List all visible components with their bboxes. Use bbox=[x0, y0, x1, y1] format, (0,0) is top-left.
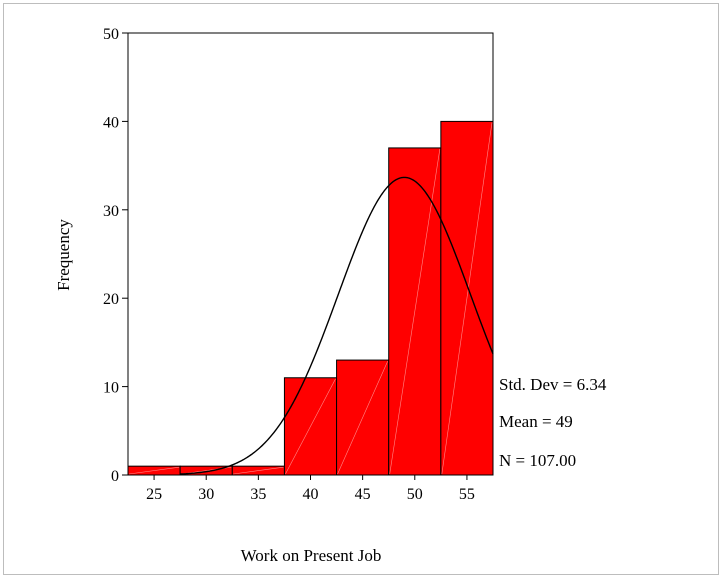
x-tick-label: 25 bbox=[146, 486, 162, 503]
y-axis-label: Frequency bbox=[54, 219, 73, 291]
std-dev-label: Std. Dev = 6.34 bbox=[499, 375, 607, 394]
x-tick-label: 45 bbox=[355, 486, 371, 503]
y-tick-label: 20 bbox=[103, 291, 119, 308]
x-tick-label: 35 bbox=[250, 486, 266, 503]
bar-highlight bbox=[128, 466, 180, 475]
y-tick-label: 30 bbox=[103, 203, 119, 220]
n-label: N = 107.00 bbox=[499, 451, 576, 470]
x-tick-label: 50 bbox=[407, 486, 423, 503]
x-tick-label: 55 bbox=[459, 486, 475, 503]
y-axis: 0 10 20 30 40 50 bbox=[103, 26, 128, 485]
bar-highlight bbox=[337, 360, 388, 475]
y-tick-label: 50 bbox=[103, 26, 119, 43]
bar-highlight bbox=[233, 466, 284, 475]
bar-highlight bbox=[389, 148, 441, 475]
y-tick-label: 10 bbox=[103, 380, 119, 397]
mean-label: Mean = 49 bbox=[499, 412, 573, 431]
histogram-bar bbox=[440, 120, 494, 476]
x-axis: 25 30 35 40 45 50 55 bbox=[146, 475, 475, 503]
bar-highlight bbox=[285, 378, 336, 475]
y-tick-label: 40 bbox=[103, 114, 119, 131]
x-tick-label: 40 bbox=[303, 486, 319, 503]
x-tick-label: 30 bbox=[198, 486, 214, 503]
y-tick-label: 0 bbox=[111, 468, 119, 485]
normal-curve bbox=[180, 176, 494, 475]
x-axis-label: Work on Present Job bbox=[241, 546, 382, 565]
bar-highlight bbox=[441, 122, 493, 475]
